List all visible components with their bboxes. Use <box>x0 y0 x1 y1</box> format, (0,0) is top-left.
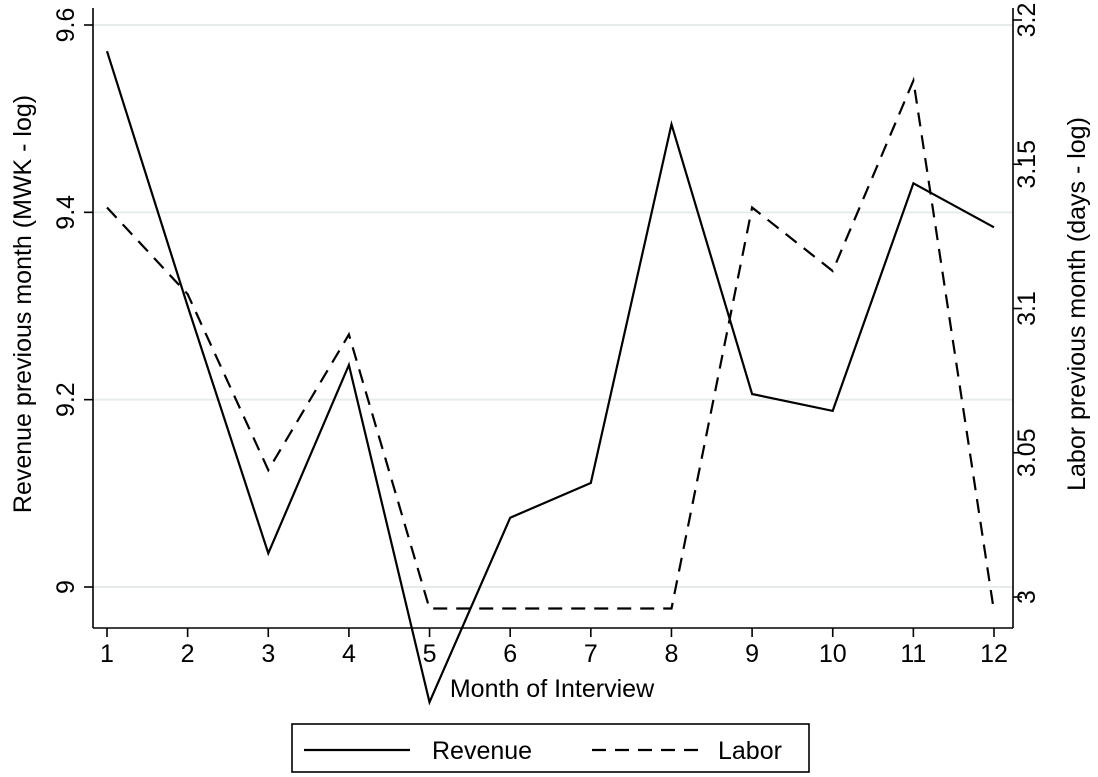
x-tick-label-2: 2 <box>181 640 195 668</box>
x-tick-label-10: 10 <box>819 640 847 668</box>
legend: Revenue Labor <box>291 723 810 773</box>
x-tick-label-5: 5 <box>423 640 437 668</box>
x-tick-label-6: 6 <box>503 640 517 668</box>
right-y-tick-label-3.05: 3.05 <box>1013 428 1041 477</box>
right-y-tick-label-3.2: 3.2 <box>1013 3 1041 38</box>
right-y-tick-label-3.15: 3.15 <box>1013 140 1041 189</box>
right-y-tick-label-3.1: 3.1 <box>1013 291 1041 326</box>
left-y-tick-label-9.4: 9.4 <box>52 195 80 230</box>
gridlines <box>93 24 1013 588</box>
left-y-tick-label-9: 9 <box>52 580 80 594</box>
legend-label-labor: Labor <box>718 737 782 765</box>
legend-box <box>291 723 810 773</box>
left-y-axis-title: Revenue previous month (MWK - log) <box>9 95 37 513</box>
x-tick-label-7: 7 <box>584 640 598 668</box>
right-y-axis-title: Labor previous month (days - log) <box>1063 117 1091 491</box>
x-tick-label-1: 1 <box>100 640 114 668</box>
legend-label-revenue: Revenue <box>432 737 532 765</box>
x-tick-label-9: 9 <box>745 640 759 668</box>
series-line-revenue <box>105 50 995 706</box>
left-y-tick-label-9.6: 9.6 <box>52 8 80 43</box>
x-tick-label-4: 4 <box>342 640 356 668</box>
series-line-labor <box>106 76 996 612</box>
series <box>105 50 996 706</box>
x-tick-label-11: 11 <box>900 640 926 668</box>
right-y-tick-label-3: 3 <box>1013 590 1041 604</box>
x-tick-label-12: 12 <box>980 640 1008 668</box>
x-tick-label-3: 3 <box>261 640 275 668</box>
left-y-tick-label-9.2: 9.2 <box>52 382 80 417</box>
x-axis-title: Month of Interview <box>450 675 655 703</box>
x-tick-label-8: 8 <box>665 640 679 668</box>
